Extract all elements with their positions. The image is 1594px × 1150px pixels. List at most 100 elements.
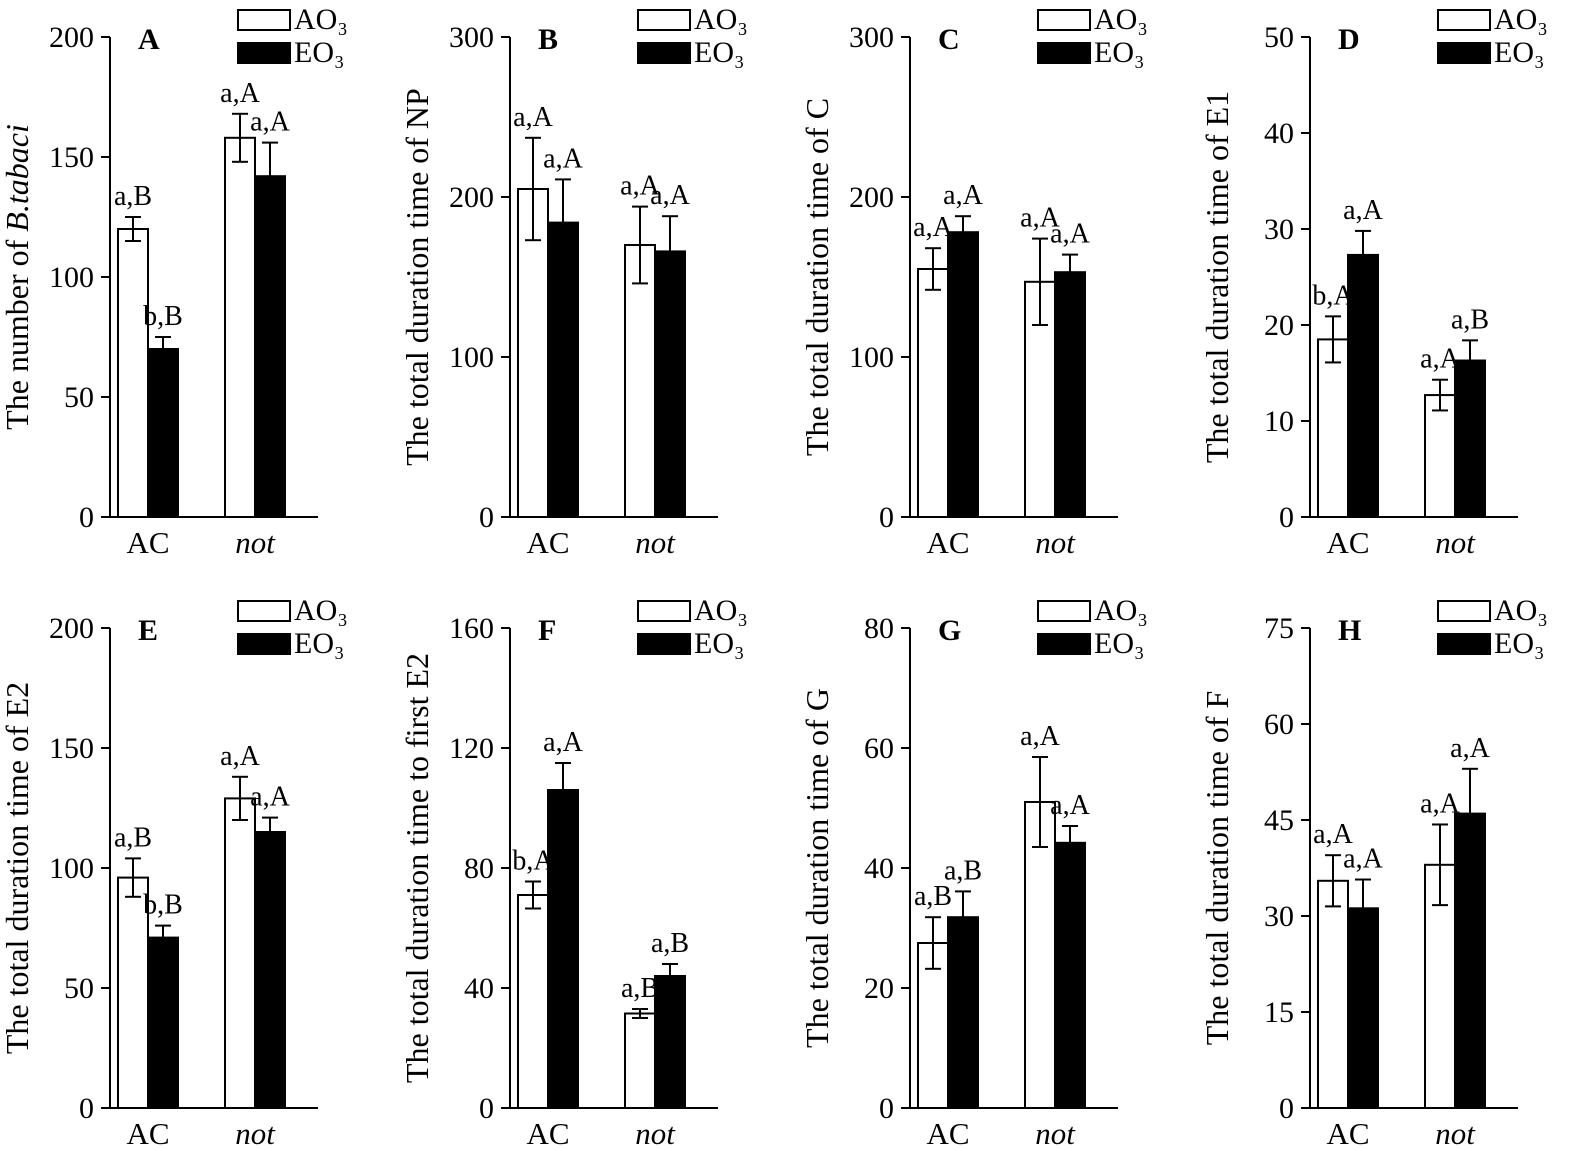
significance-label: a,B bbox=[114, 822, 152, 853]
legend-label-eo3: EO₃ bbox=[694, 36, 744, 69]
y-tick-label: 50 bbox=[1264, 21, 1294, 54]
y-tick-label: 45 bbox=[1264, 804, 1294, 837]
legend-swatch-eo3 bbox=[637, 42, 691, 64]
y-tick-label: 60 bbox=[864, 732, 894, 765]
chart-panel-H: 0 15 30 45 60 75 AC not The total duration time … bbox=[1199, 594, 1548, 1150]
legend-label-eo3: EO₃ bbox=[294, 627, 344, 660]
panel-label: B bbox=[538, 23, 558, 56]
significance-label: a,A bbox=[220, 78, 260, 109]
panel-label: H bbox=[1338, 614, 1361, 647]
x-tick-label: not bbox=[1035, 525, 1076, 560]
bar-eo3 bbox=[947, 916, 979, 1110]
y-axis-label-part: The number of bbox=[0, 232, 35, 430]
panel-label: E bbox=[138, 614, 158, 647]
bar-eo3 bbox=[1347, 907, 1379, 1109]
bar-ao3 bbox=[1317, 879, 1349, 1109]
significance-label: b,B bbox=[143, 301, 183, 332]
bar-eo3 bbox=[254, 831, 286, 1109]
y-axis-label: The total duration time of F bbox=[1199, 691, 1235, 1046]
y-tick-label: 40 bbox=[1264, 117, 1294, 150]
y-tick-label: 100 bbox=[49, 261, 94, 294]
y-axis-label-part: The total duration time of E2 bbox=[0, 682, 35, 1054]
y-axis-label: The total duration time of NP bbox=[399, 88, 435, 466]
significance-label: a,A bbox=[620, 171, 660, 202]
significance-label: a,A bbox=[1050, 790, 1090, 821]
x-tick-label: AC bbox=[926, 1116, 969, 1150]
y-tick-label: 50 bbox=[64, 972, 94, 1005]
y-tick-label: 300 bbox=[849, 21, 894, 54]
x-tick-label: AC bbox=[926, 525, 969, 560]
y-tick-label: 30 bbox=[1264, 213, 1294, 246]
significance-label: a,B bbox=[621, 973, 659, 1004]
y-tick-label: 300 bbox=[449, 21, 494, 54]
y-tick-label: 0 bbox=[1279, 501, 1294, 534]
significance-label: a,B bbox=[1451, 304, 1489, 335]
y-tick-label: 160 bbox=[449, 612, 494, 645]
legend-swatch-ao3 bbox=[637, 600, 691, 622]
panel-label: A bbox=[138, 23, 160, 56]
y-tick-label: 100 bbox=[849, 341, 894, 374]
chart-panel-B: 0 100 200 300 AC not The total duration time o… bbox=[399, 3, 748, 560]
y-tick-label: 0 bbox=[879, 1092, 894, 1125]
y-tick-label: 200 bbox=[849, 181, 894, 214]
significance-label: a,A bbox=[1343, 844, 1383, 875]
legend-swatch-eo3 bbox=[237, 633, 291, 655]
significance-label: a,A bbox=[1420, 788, 1460, 819]
y-tick-label: 0 bbox=[1279, 1092, 1294, 1125]
significance-label: a,A bbox=[1343, 195, 1383, 226]
bar-eo3 bbox=[147, 348, 179, 518]
y-tick-label: 80 bbox=[464, 852, 494, 885]
y-tick-label: 75 bbox=[1264, 612, 1294, 645]
legend-swatch-ao3 bbox=[1437, 600, 1491, 622]
legend-label-ao3: AO₃ bbox=[294, 3, 348, 36]
significance-label: a,A bbox=[1050, 219, 1090, 250]
bar-ao3 bbox=[224, 136, 256, 519]
significance-label: a,A bbox=[220, 741, 260, 772]
panel-label: C bbox=[938, 23, 960, 56]
y-tick-label: 50 bbox=[64, 381, 94, 414]
bar-eo3 bbox=[147, 936, 179, 1109]
x-tick-label: not bbox=[235, 525, 276, 560]
legend-label-ao3: AO₃ bbox=[1094, 3, 1148, 36]
y-tick-label: 200 bbox=[49, 612, 94, 645]
legend-swatch-ao3 bbox=[1437, 9, 1491, 31]
legend-label-ao3: AO₃ bbox=[1494, 3, 1548, 36]
y-tick-label: 40 bbox=[464, 972, 494, 1005]
y-tick-label: 0 bbox=[79, 1092, 94, 1125]
bar-ao3 bbox=[917, 268, 949, 518]
y-axis-label-part: The total duration time of C bbox=[799, 98, 835, 456]
panel-label: D bbox=[1338, 23, 1360, 56]
y-axis-label: The total duration time of G bbox=[799, 688, 835, 1048]
legend-swatch-eo3 bbox=[1037, 633, 1091, 655]
significance-label: a,B bbox=[914, 881, 952, 912]
y-tick-label: 20 bbox=[1264, 309, 1294, 342]
y-axis-label: The number of B.tabaci bbox=[0, 124, 35, 430]
x-tick-label: AC bbox=[526, 525, 569, 560]
legend-swatch-ao3 bbox=[1037, 9, 1091, 31]
significance-label: a,A bbox=[513, 102, 553, 133]
y-tick-label: 150 bbox=[49, 732, 94, 765]
x-tick-label: AC bbox=[126, 525, 169, 560]
legend-label-eo3: EO₃ bbox=[294, 36, 344, 69]
y-tick-label: 0 bbox=[479, 1092, 494, 1125]
legend-label-ao3: AO₃ bbox=[294, 594, 348, 627]
x-tick-label: AC bbox=[1326, 525, 1369, 560]
legend-label-ao3: AO₃ bbox=[694, 3, 748, 36]
x-tick-label: not bbox=[235, 1116, 276, 1150]
y-tick-label: 0 bbox=[479, 501, 494, 534]
chart-panel-E: 0 50 100 150 200 AC not The total duration time… bbox=[0, 594, 348, 1150]
legend-label-eo3: EO₃ bbox=[1494, 36, 1544, 69]
y-tick-label: 120 bbox=[449, 732, 494, 765]
y-tick-label: 0 bbox=[879, 501, 894, 534]
significance-label: a,A bbox=[913, 212, 953, 243]
y-tick-label: 60 bbox=[1264, 708, 1294, 741]
chart-panel-A: 0 50 100 150 200 AC not The number of B.tabaci A… bbox=[0, 3, 348, 560]
y-axis-label-part: The total duration time to first E2 bbox=[399, 653, 435, 1083]
significance-label: a,B bbox=[944, 855, 982, 886]
y-tick-label: 200 bbox=[449, 181, 494, 214]
legend-swatch-eo3 bbox=[1437, 42, 1491, 64]
significance-label: a,A bbox=[943, 180, 983, 211]
legend-label-eo3: EO₃ bbox=[1494, 627, 1544, 660]
bar-ao3 bbox=[117, 228, 149, 518]
